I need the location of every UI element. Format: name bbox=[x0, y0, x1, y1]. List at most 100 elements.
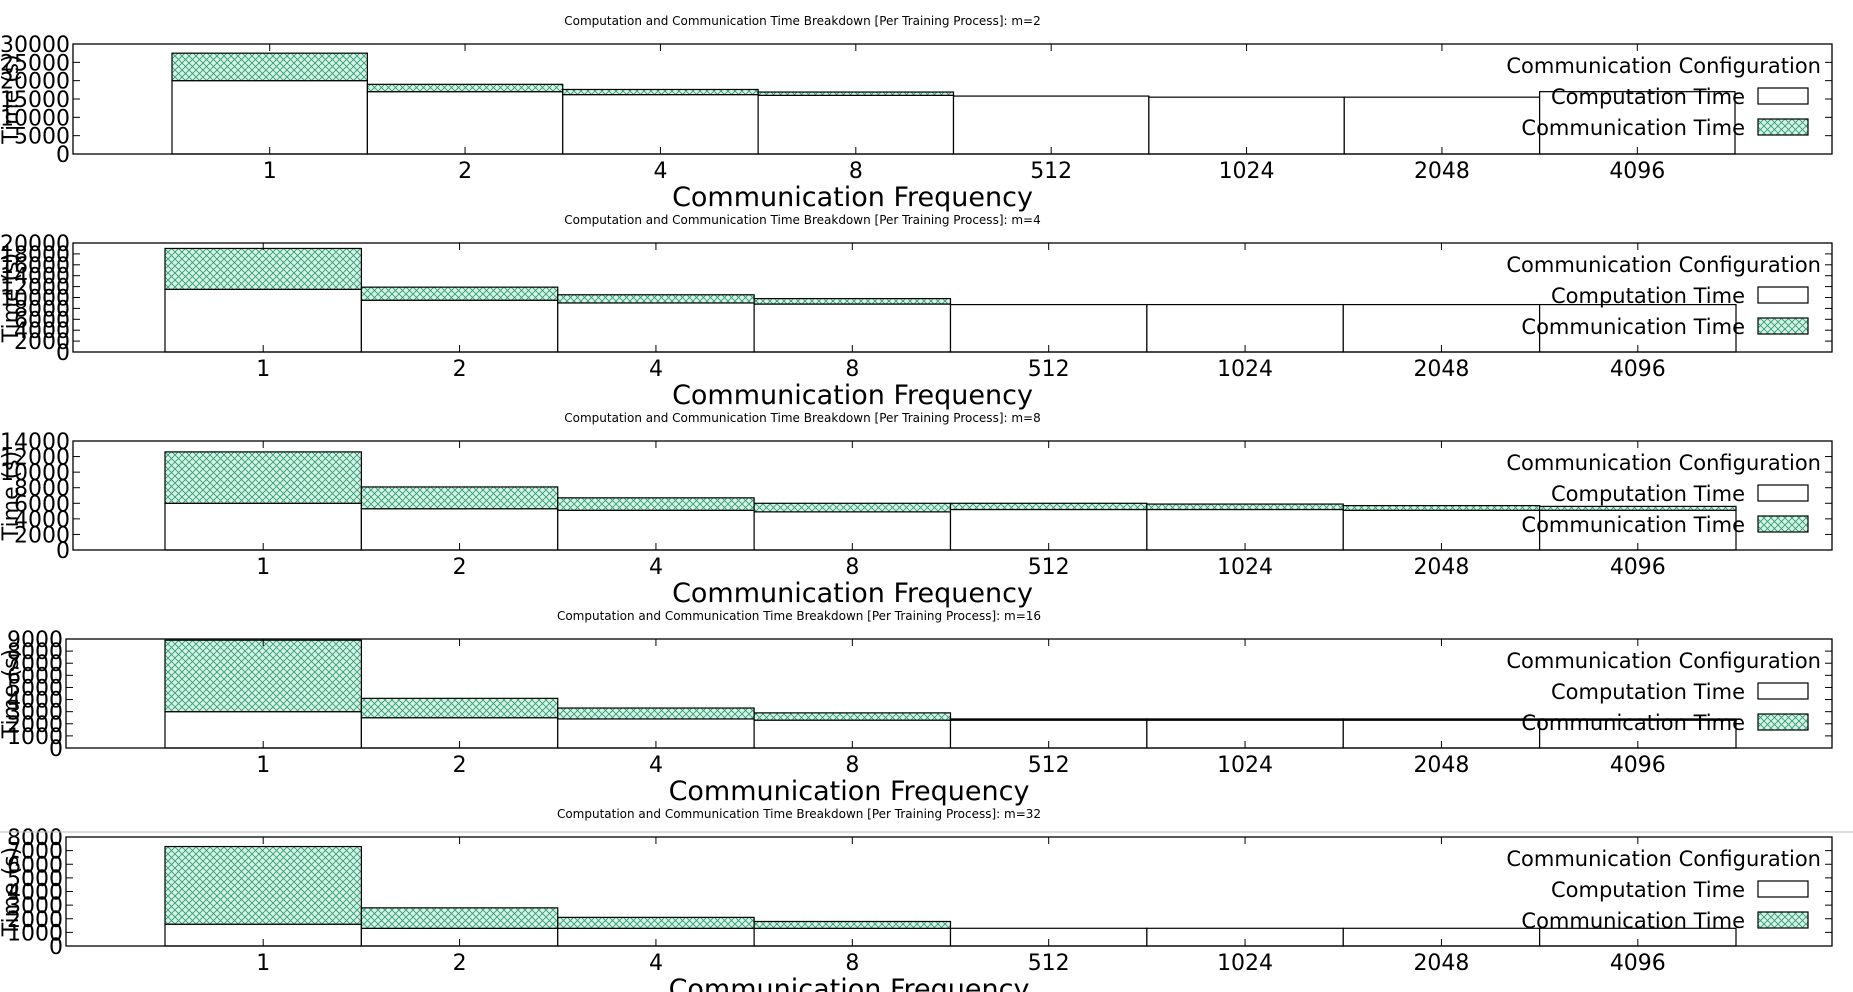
x-tick-label: 8 bbox=[845, 951, 859, 976]
bar-communication-8 bbox=[753, 920, 952, 929]
bar-communication-4 bbox=[557, 294, 755, 304]
bar-communication-4096 bbox=[1539, 505, 1737, 511]
y-axis-label: Time (s) bbox=[0, 649, 24, 739]
legend-label-computation: Computation Time bbox=[1551, 878, 1745, 902]
x-tick-label: 1024 bbox=[1219, 159, 1275, 184]
y-tick-label: 8000 bbox=[14, 297, 70, 322]
bar-communication-4 bbox=[557, 497, 755, 511]
x-axis-label: Communication Frequency bbox=[669, 974, 1030, 992]
bar-communication-2048 bbox=[1342, 718, 1541, 721]
bar-communication-2 bbox=[360, 907, 559, 929]
y-tick-label: 7000 bbox=[7, 652, 63, 677]
y-tick-label: 0 bbox=[56, 539, 70, 564]
y-axis-label: Time (s) bbox=[0, 54, 24, 144]
bar-computation-512 bbox=[952, 95, 1150, 155]
bar-computation-2 bbox=[366, 91, 564, 155]
x-tick-label: 2 bbox=[453, 753, 467, 778]
bar-computation-1024 bbox=[1148, 96, 1345, 155]
legend-label-computation: Computation Time bbox=[1551, 680, 1745, 704]
y-tick-label: 1000 bbox=[7, 921, 63, 946]
y-axis-label: Time (s) bbox=[0, 451, 24, 541]
y-tick-label: 0 bbox=[49, 737, 63, 762]
x-tick-label: 1024 bbox=[1217, 555, 1273, 580]
chart-title: Computation and Communication Time Break… bbox=[564, 411, 1040, 425]
x-tick-label: 8 bbox=[845, 357, 859, 382]
x-tick-label: 4096 bbox=[1610, 555, 1666, 580]
bar-communication-2048 bbox=[1342, 505, 1541, 511]
y-tick-label: 6000 bbox=[7, 664, 63, 689]
legend-swatch-computation bbox=[1757, 286, 1809, 304]
x-tick-label: 2 bbox=[453, 357, 467, 382]
legend-swatch-communication bbox=[1757, 317, 1809, 335]
bar-computation-1 bbox=[171, 80, 368, 155]
bar-communication-1 bbox=[164, 845, 362, 925]
y-tick-label: 5000 bbox=[14, 125, 70, 150]
bar-communication-4 bbox=[557, 707, 755, 720]
bar-computation-4096 bbox=[1539, 303, 1737, 353]
x-axis-label: Communication Frequency bbox=[672, 182, 1033, 213]
y-tick-label: 12000 bbox=[0, 276, 70, 301]
y-tick-label: 3000 bbox=[7, 894, 63, 919]
legend-title: Communication Configuration bbox=[1506, 253, 1821, 277]
x-tick-label: 512 bbox=[1028, 951, 1070, 976]
y-tick-label: 5000 bbox=[7, 676, 63, 701]
y-tick-label: 0 bbox=[56, 341, 70, 366]
bar-communication-2 bbox=[360, 486, 559, 510]
y-tick-label: 10000 bbox=[0, 287, 70, 312]
y-tick-label: 20000 bbox=[0, 70, 70, 95]
x-tick-label: 1 bbox=[256, 951, 270, 976]
bar-computation-1 bbox=[164, 288, 362, 353]
y-tick-label: 4000 bbox=[7, 689, 63, 714]
x-tick-label: 1024 bbox=[1217, 357, 1273, 382]
bar-computation-2 bbox=[360, 299, 559, 353]
legend-label-communication: Communication Time bbox=[1521, 315, 1745, 339]
bar-communication-4096 bbox=[1539, 718, 1737, 721]
y-tick-label: 12000 bbox=[0, 446, 70, 471]
x-tick-label: 2 bbox=[453, 951, 467, 976]
bar-communication-1024 bbox=[1146, 718, 1344, 721]
x-tick-label: 2 bbox=[458, 159, 472, 184]
bar-communication-1024 bbox=[1146, 503, 1344, 511]
y-tick-label: 8000 bbox=[7, 826, 63, 851]
bar-computation-8 bbox=[753, 303, 952, 353]
y-tick-label: 4000 bbox=[7, 881, 63, 906]
bar-computation-4 bbox=[562, 93, 759, 155]
legend-swatch-communication bbox=[1757, 911, 1809, 929]
x-tick-label: 4096 bbox=[1610, 357, 1666, 382]
legend-label-communication: Communication Time bbox=[1521, 711, 1745, 735]
bar-communication-512 bbox=[949, 502, 1148, 511]
legend-swatch-communication bbox=[1757, 515, 1809, 533]
legend-title: Communication Configuration bbox=[1506, 54, 1821, 78]
plot-frame bbox=[65, 638, 1833, 749]
legend-swatch-computation bbox=[1757, 484, 1809, 502]
bar-computation-4096 bbox=[1539, 91, 1736, 155]
x-tick-label: 1024 bbox=[1217, 753, 1273, 778]
x-tick-label: 2048 bbox=[1413, 753, 1469, 778]
bar-communication-2 bbox=[360, 697, 559, 719]
y-tick-label: 6000 bbox=[14, 492, 70, 517]
bar-computation-2048 bbox=[1343, 96, 1541, 155]
x-tick-label: 2048 bbox=[1413, 555, 1469, 580]
y-tick-label: 2000 bbox=[7, 908, 63, 933]
chart-title: Computation and Communication Time Break… bbox=[557, 609, 1041, 623]
bar-communication-8 bbox=[753, 297, 952, 305]
bar-communication-512 bbox=[949, 718, 1148, 721]
y-tick-label: 30000 bbox=[0, 33, 70, 58]
y-tick-label: 14000 bbox=[0, 430, 70, 455]
y-tick-label: 6000 bbox=[14, 308, 70, 333]
x-tick-label: 512 bbox=[1028, 555, 1070, 580]
legend-swatch-computation bbox=[1757, 682, 1809, 700]
x-tick-label: 4096 bbox=[1609, 159, 1665, 184]
chart-title: Computation and Communication Time Break… bbox=[564, 213, 1040, 227]
bar-computation-4 bbox=[557, 302, 755, 353]
chart-panel-0: Computation and Communication Time Break… bbox=[0, 14, 1833, 213]
bar-communication-4 bbox=[557, 916, 755, 929]
chart-panel-3: Computation and Communication Time Break… bbox=[0, 609, 1833, 807]
y-tick-label: 10000 bbox=[0, 106, 70, 131]
y-tick-label: 9000 bbox=[7, 628, 63, 653]
x-tick-label: 1 bbox=[256, 357, 270, 382]
chart-panel-1: Computation and Communication Time Break… bbox=[0, 213, 1833, 411]
y-tick-label: 6000 bbox=[7, 853, 63, 878]
bar-communication-8 bbox=[753, 502, 952, 513]
legend-label-computation: Computation Time bbox=[1551, 482, 1745, 506]
